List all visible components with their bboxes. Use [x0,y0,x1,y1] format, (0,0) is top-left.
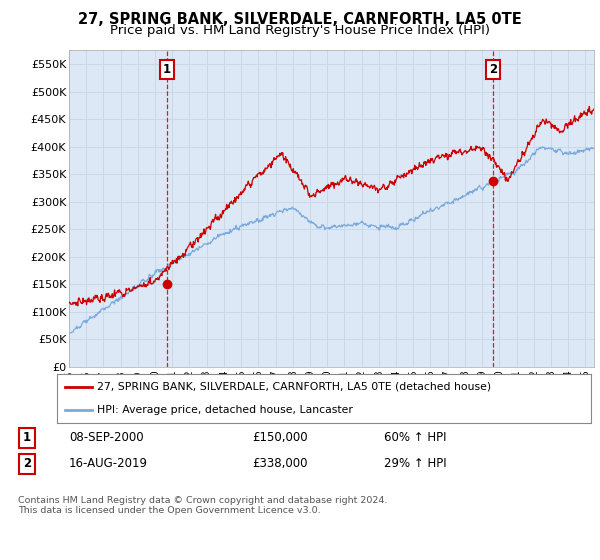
Text: 2: 2 [489,63,497,76]
Text: 2: 2 [23,457,31,470]
Text: 60% ↑ HPI: 60% ↑ HPI [384,431,446,445]
Text: 08-SEP-2000: 08-SEP-2000 [69,431,143,445]
Text: £338,000: £338,000 [252,457,308,470]
Text: 29% ↑ HPI: 29% ↑ HPI [384,457,446,470]
Text: 1: 1 [23,431,31,445]
Text: 27, SPRING BANK, SILVERDALE, CARNFORTH, LA5 0TE: 27, SPRING BANK, SILVERDALE, CARNFORTH, … [78,12,522,27]
Text: Price paid vs. HM Land Registry's House Price Index (HPI): Price paid vs. HM Land Registry's House … [110,24,490,36]
Text: 1: 1 [163,63,171,76]
Text: 27, SPRING BANK, SILVERDALE, CARNFORTH, LA5 0TE (detached house): 27, SPRING BANK, SILVERDALE, CARNFORTH, … [97,382,491,392]
Text: £150,000: £150,000 [252,431,308,445]
Text: HPI: Average price, detached house, Lancaster: HPI: Average price, detached house, Lanc… [97,405,353,416]
Text: Contains HM Land Registry data © Crown copyright and database right 2024.
This d: Contains HM Land Registry data © Crown c… [18,496,388,515]
Text: 16-AUG-2019: 16-AUG-2019 [69,457,148,470]
